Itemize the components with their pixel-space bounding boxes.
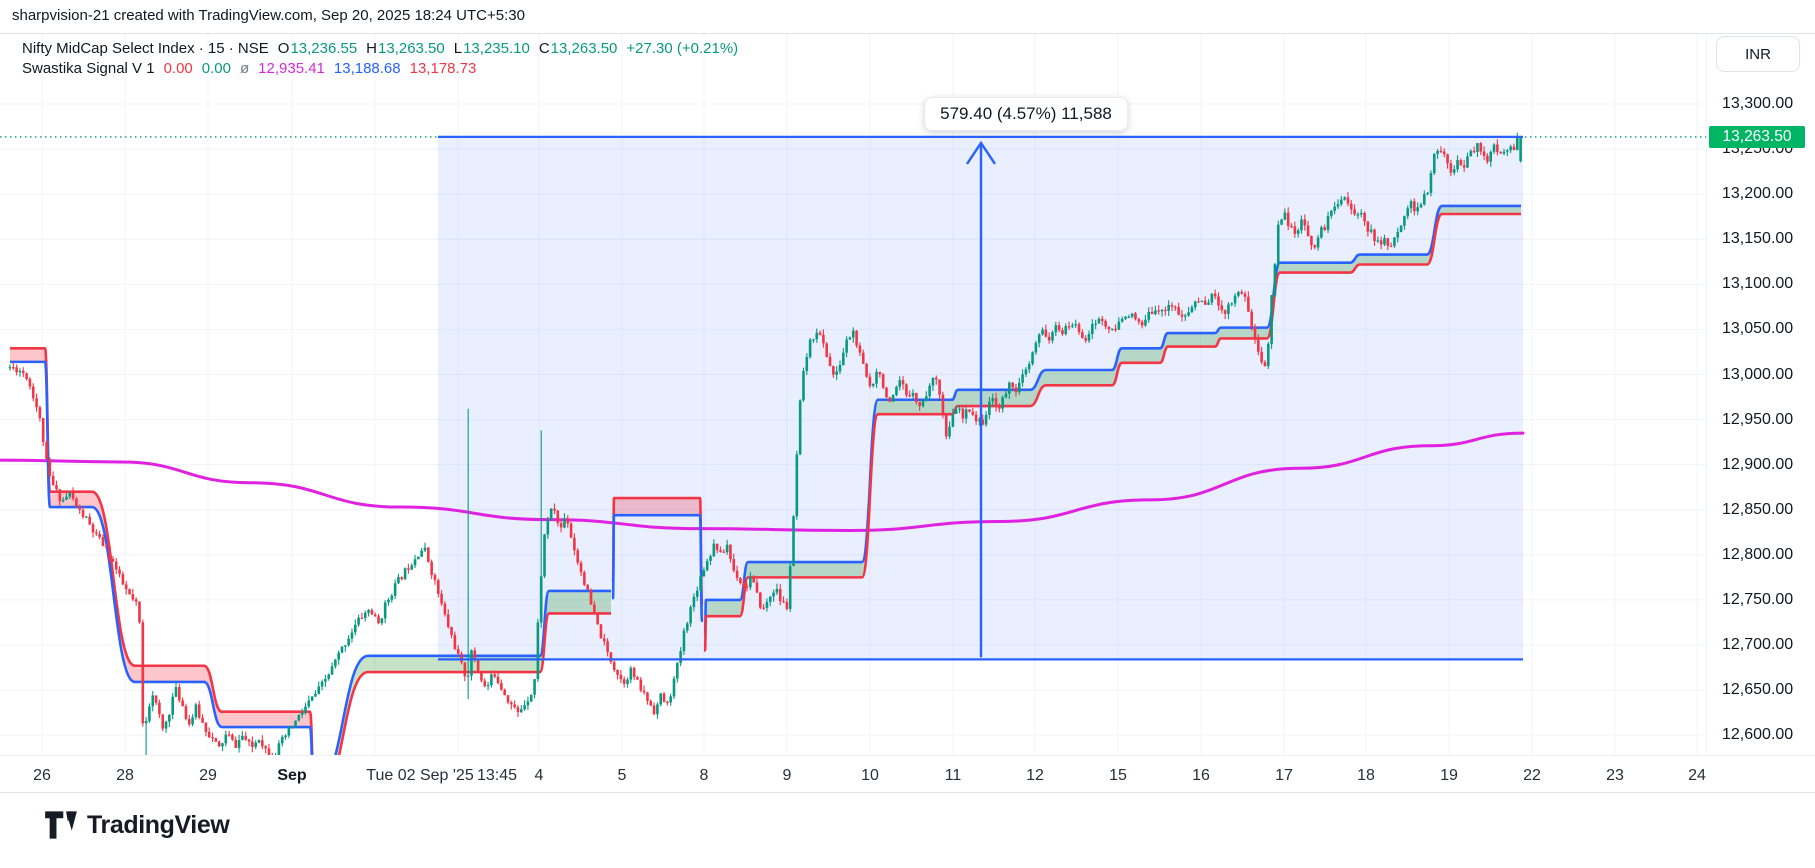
time-tick-label: Sep	[277, 767, 307, 784]
price-tick-label: 13,000.00	[1722, 365, 1794, 383]
time-tick-label: 13:45	[476, 767, 518, 784]
price-tick-label: 12,750.00	[1722, 590, 1794, 608]
tradingview-logo[interactable]: TradingView	[44, 810, 230, 840]
time-tick-label: 22	[1523, 767, 1541, 784]
signal-band-bottom-line	[10, 360, 314, 755]
last-price-badge: 13,263.50	[1709, 126, 1805, 148]
time-tick-label: 28	[116, 767, 134, 784]
tradingview-logo-text: TradingView	[87, 810, 230, 839]
signal-band-top-line	[334, 589, 611, 755]
time-tick-label: 11	[944, 767, 962, 784]
time-axis-bottom-border	[0, 792, 1815, 793]
indicator-avg-symbol: ø	[239, 60, 250, 77]
time-tick-label: 29	[199, 767, 217, 784]
time-axis-separator	[0, 755, 1815, 756]
signal-band-bottom-line	[337, 612, 611, 755]
close-value: C 13,263.50	[538, 40, 618, 57]
time-tick-label: 10	[861, 767, 879, 784]
signal-band-bearish-fill	[10, 348, 313, 755]
price-tick-label: 12,600.00	[1722, 726, 1794, 744]
price-tick-label: 13,200.00	[1722, 185, 1794, 203]
chart-top-border	[0, 33, 1815, 34]
time-tick-label: 15	[1109, 767, 1127, 784]
low-value: L 13,235.10	[453, 40, 530, 57]
time-tick-label: Tue 02 Sep '25	[366, 767, 474, 784]
price-axis-separator	[1706, 33, 1707, 755]
measure-arrow-head-icon	[966, 140, 996, 165]
symbol-legend-row: Nifty MidCap Select Index · 15 · NSE O 13…	[22, 39, 738, 59]
indicator-value-ma: 12,935.41	[258, 60, 325, 77]
indicator-title[interactable]: Swastika Signal V 1	[22, 60, 155, 77]
time-tick-label: 9	[782, 767, 792, 784]
indicator-value-upper: 13,188.68	[333, 60, 401, 77]
signal-band-bullish-fill	[335, 590, 611, 755]
signal-band-bottom-line	[703, 212, 1521, 652]
candles	[8, 132, 1522, 755]
signal-band-bottom-line	[611, 513, 704, 622]
price-tick-label: 13,300.00	[1722, 95, 1794, 112]
measure-tooltip: 579.40 (4.57%) 11,588	[924, 97, 1128, 131]
plot-layers	[0, 132, 1525, 755]
price-tick-label: 13,150.00	[1722, 230, 1794, 248]
signal-band-bearish-fill	[612, 498, 703, 621]
time-tick-label: 26	[33, 767, 51, 784]
symbol-title[interactable]: Nifty MidCap Select Index · 15 · NSE	[22, 40, 269, 57]
price-tick-label: 12,700.00	[1722, 636, 1794, 653]
time-tick-label: 18	[1357, 767, 1375, 784]
time-tick-label: 8	[699, 767, 709, 784]
indicator-value-2: 0.00	[201, 60, 231, 77]
time-tick-label: 12	[1026, 767, 1044, 784]
tradingview-logo-icon	[45, 811, 77, 839]
indicator-value-1: 0.00	[163, 60, 193, 77]
time-tick-label: 16	[1192, 767, 1210, 784]
open-value: O 13,236.55	[277, 40, 358, 57]
time-tick-label: 24	[1688, 767, 1706, 784]
time-tick-label: 5	[617, 767, 627, 784]
time-tick-label: 17	[1275, 767, 1293, 784]
price-tick-label: 13,050.00	[1722, 320, 1794, 338]
indicator-legend-row: Swastika Signal V 1 0.00 0.00 ø 12,935.4…	[22, 59, 738, 79]
time-tick-label: 4	[534, 767, 544, 784]
change-value: +27.30 (+0.21%)	[626, 40, 739, 57]
price-tick-label: 12,950.00	[1722, 410, 1794, 428]
gridlines	[0, 33, 1706, 755]
high-value: H 13,263.50	[366, 40, 445, 57]
price-tick-label: 12,900.00	[1722, 455, 1794, 473]
watermark-text: sharpvision-21 created with TradingView.…	[12, 7, 525, 24]
price-tick-label: 12,650.00	[1722, 681, 1794, 699]
time-tick-label: 19	[1440, 767, 1458, 784]
price-tick-label: 12,800.00	[1722, 545, 1794, 563]
currency-button[interactable]: INR	[1716, 36, 1800, 72]
price-tick-label: 12,850.00	[1722, 500, 1794, 518]
time-tick-label: 23	[1606, 767, 1624, 784]
moving-average-line	[0, 431, 1525, 532]
legend: Nifty MidCap Select Index · 15 · NSE O 13…	[22, 39, 738, 79]
price-tick-label: 13,100.00	[1722, 275, 1794, 293]
indicator-value-lower: 13,178.73	[409, 60, 477, 77]
signal-band-top-line	[703, 204, 1521, 636]
